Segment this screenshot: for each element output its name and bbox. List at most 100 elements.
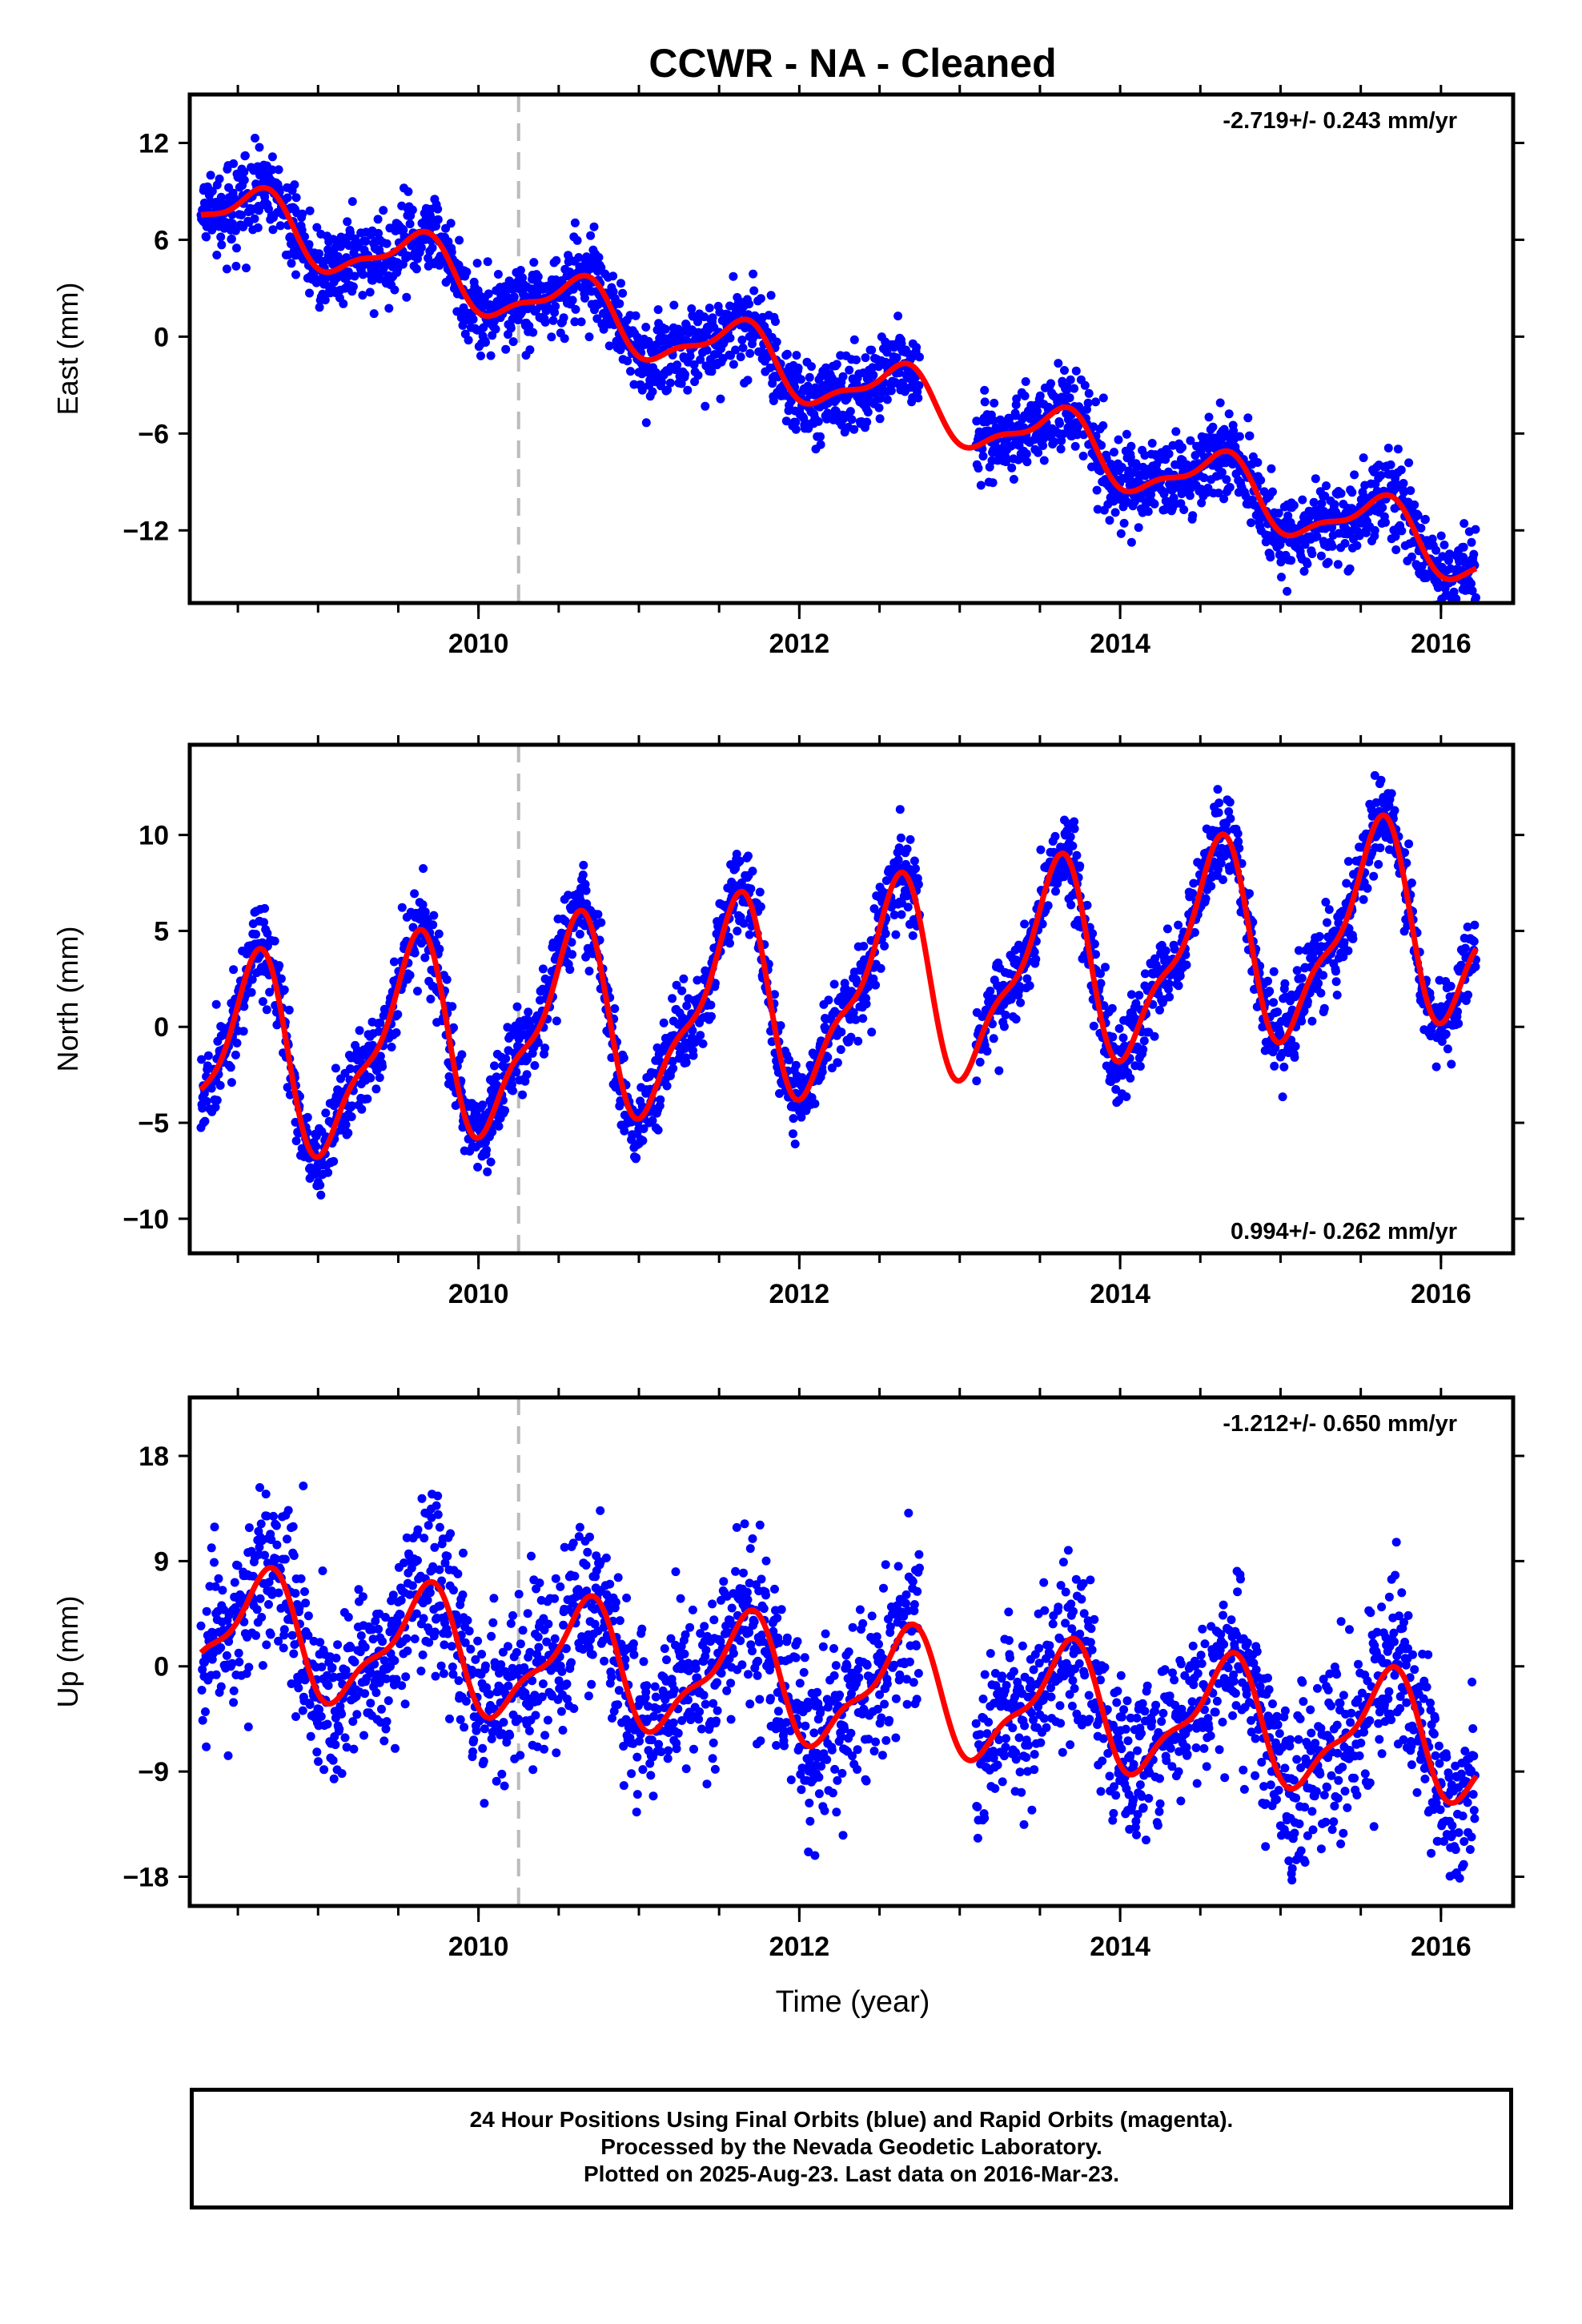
data-point xyxy=(668,1056,677,1066)
data-point xyxy=(988,1019,997,1029)
data-point xyxy=(258,997,267,1007)
data-point xyxy=(524,321,534,331)
data-point xyxy=(1454,1019,1464,1028)
data-point xyxy=(1009,475,1018,484)
data-point xyxy=(1070,824,1079,834)
data-point xyxy=(593,910,603,919)
data-point xyxy=(486,351,496,360)
data-point xyxy=(1075,861,1085,870)
data-point xyxy=(1404,839,1414,849)
data-point xyxy=(1406,486,1415,496)
data-point xyxy=(994,1066,1004,1076)
data-point xyxy=(501,1054,511,1063)
data-point xyxy=(260,903,270,913)
data-point xyxy=(989,1034,998,1043)
data-point xyxy=(492,1080,502,1090)
data-point xyxy=(1066,832,1075,842)
data-point xyxy=(1164,979,1174,988)
data-point xyxy=(275,221,285,231)
data-point xyxy=(1315,931,1324,941)
data-point xyxy=(284,1005,294,1015)
data-point xyxy=(1204,412,1214,422)
data-point xyxy=(1105,516,1114,525)
data-point xyxy=(408,205,417,215)
data-point xyxy=(770,990,779,999)
data-point xyxy=(1316,988,1326,998)
data-point xyxy=(1060,366,1069,375)
data-point xyxy=(347,1101,357,1111)
data-point xyxy=(1309,497,1319,507)
data-point xyxy=(844,391,853,400)
data-point xyxy=(1188,511,1198,521)
data-point xyxy=(1400,848,1410,858)
data-point xyxy=(707,367,717,376)
data-point xyxy=(1469,549,1479,559)
velocity-annotation: -2.719+/- 0.243 mm/yr xyxy=(1223,108,1457,134)
data-point xyxy=(1181,950,1191,959)
data-point xyxy=(693,371,703,380)
data-point xyxy=(1002,457,1010,467)
data-point xyxy=(1342,879,1351,888)
data-point xyxy=(893,855,903,865)
data-point xyxy=(455,235,464,245)
data-point xyxy=(725,333,735,343)
data-point xyxy=(1189,879,1199,888)
data-point xyxy=(845,365,854,375)
data-point xyxy=(1117,463,1126,472)
data-point xyxy=(1034,448,1043,457)
data-point xyxy=(491,324,500,334)
data-point xyxy=(1307,549,1317,558)
data-point xyxy=(1458,612,1467,621)
data-point xyxy=(882,395,892,404)
data-point xyxy=(486,1157,496,1167)
data-point xyxy=(766,291,776,300)
data-point xyxy=(520,1076,530,1086)
data-point xyxy=(1022,974,1032,983)
data-point xyxy=(584,967,594,976)
data-point xyxy=(853,1036,863,1046)
data-point xyxy=(253,223,263,232)
data-point xyxy=(1468,586,1477,596)
data-point xyxy=(1283,511,1293,521)
data-point xyxy=(446,219,456,228)
data-point xyxy=(1182,960,1191,970)
data-point xyxy=(1345,564,1355,573)
data-point xyxy=(677,986,687,995)
data-point xyxy=(1397,526,1407,536)
data-point xyxy=(982,1047,992,1056)
data-point xyxy=(263,928,272,938)
data-point xyxy=(1108,1032,1118,1042)
data-point xyxy=(426,995,436,1003)
data-point xyxy=(852,355,861,364)
data-point xyxy=(744,310,753,320)
data-point xyxy=(1292,966,1302,975)
data-point xyxy=(239,167,249,177)
data-point xyxy=(1001,1011,1010,1019)
data-point xyxy=(1274,509,1283,518)
data-point xyxy=(207,187,217,196)
data-point xyxy=(1359,895,1368,904)
data-point xyxy=(559,313,568,323)
data-point xyxy=(990,398,999,408)
data-point xyxy=(1165,992,1174,1002)
data-point xyxy=(1071,366,1081,376)
data-point xyxy=(862,417,872,427)
data-point xyxy=(449,1023,458,1032)
data-point xyxy=(1359,453,1368,463)
data-point xyxy=(849,1007,858,1017)
data-point xyxy=(250,214,259,223)
data-point xyxy=(845,407,855,416)
data-point xyxy=(575,930,584,939)
data-point xyxy=(893,312,903,321)
data-point xyxy=(1467,579,1476,589)
data-point xyxy=(690,377,700,387)
data-point xyxy=(1279,1062,1289,1072)
data-point xyxy=(522,1070,532,1080)
data-point xyxy=(540,317,550,327)
data-point xyxy=(500,1106,510,1116)
data-point xyxy=(1269,967,1279,976)
data-point xyxy=(198,1104,207,1113)
data-point xyxy=(1312,532,1322,541)
data-point xyxy=(231,261,241,271)
data-point xyxy=(771,317,780,326)
